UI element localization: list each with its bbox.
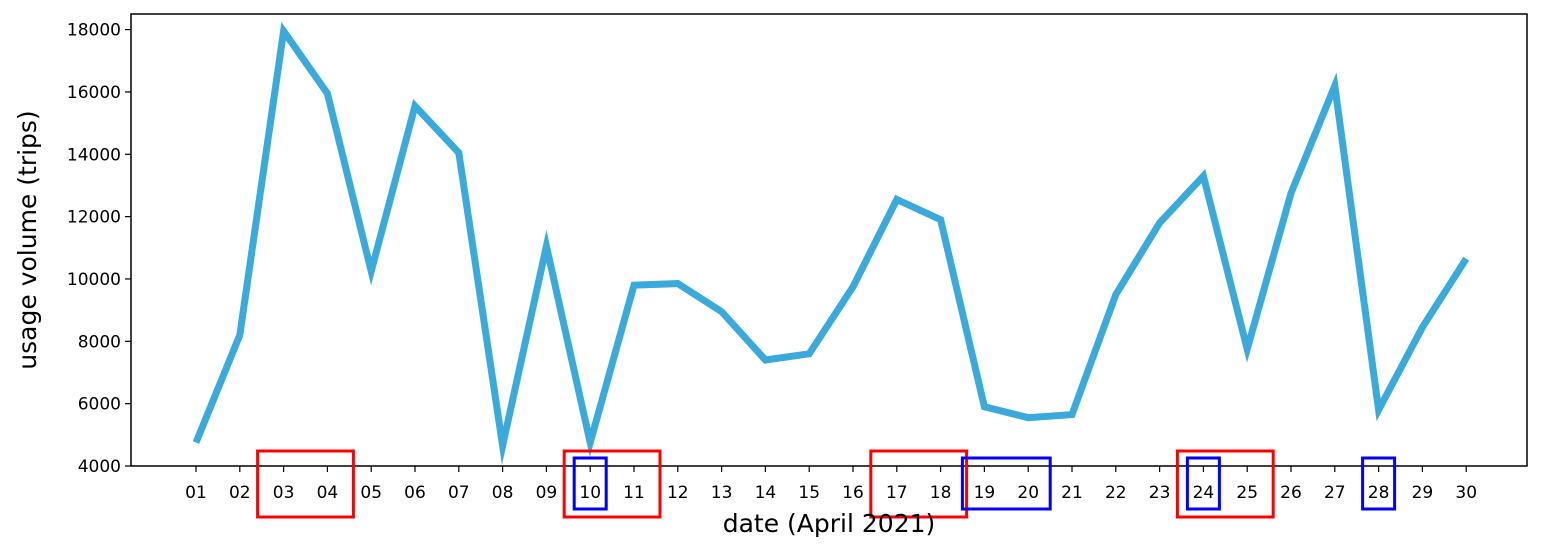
y-tick-label: 12000 xyxy=(67,208,121,228)
y-axis-title: usage volume (trips) xyxy=(13,110,42,369)
y-tick-label: 8000 xyxy=(78,332,121,352)
x-tick-label: 15 xyxy=(798,483,820,503)
x-tick-label: 08 xyxy=(492,483,514,503)
x-tick-label: 13 xyxy=(711,483,733,503)
highlight-box xyxy=(256,449,355,519)
x-tick-label: 04 xyxy=(317,483,339,503)
series-layer xyxy=(192,21,1470,465)
series-line xyxy=(192,21,1470,465)
highlight-box xyxy=(1185,456,1221,511)
x-tick-label: 03 xyxy=(273,483,295,503)
x-tick-label: 22 xyxy=(1105,483,1127,503)
highlight-layer xyxy=(256,449,1397,519)
x-tick-label: 28 xyxy=(1368,483,1390,503)
y-tick-label: 6000 xyxy=(78,395,121,415)
x-tick-label: 06 xyxy=(404,483,426,503)
x-axis: 01 02 03 04 05 06 07 08 09 10 11 12 13 14 15 16 17 18 19 20… xyxy=(185,466,1477,503)
x-tick-label: 20 xyxy=(1017,483,1039,503)
highlight-box xyxy=(1175,449,1275,519)
x-tick-label: 11 xyxy=(623,483,645,503)
x-tick-label: 01 xyxy=(185,483,207,503)
x-tick-label: 24 xyxy=(1193,483,1215,503)
x-tick-label: 16 xyxy=(842,483,864,503)
y-tick-label: 4000 xyxy=(78,457,121,477)
x-tick-label: 26 xyxy=(1280,483,1302,503)
x-tick-label: 14 xyxy=(755,483,777,503)
x-tick-label: 07 xyxy=(448,483,470,503)
highlight-box xyxy=(572,456,608,511)
x-tick-label: 27 xyxy=(1324,483,1346,503)
highlight-box xyxy=(960,456,1052,511)
plot-frame xyxy=(130,13,1528,467)
x-tick-label: 19 xyxy=(974,483,996,503)
y-tick-label: 18000 xyxy=(67,21,121,41)
x-tick-label: 25 xyxy=(1236,483,1258,503)
x-tick-label: 12 xyxy=(667,483,689,503)
y-tick-label: 16000 xyxy=(67,83,121,103)
highlight-box xyxy=(562,449,662,519)
y-axis: 4000 6000 8000 10000 12000 14000 16000 18000 xyxy=(67,21,131,477)
x-tick-label: 29 xyxy=(1412,483,1434,503)
y-tick-label: 14000 xyxy=(67,145,121,165)
x-tick-label: 09 xyxy=(536,483,558,503)
x-tick-label: 10 xyxy=(579,483,601,503)
highlight-box xyxy=(869,449,969,519)
x-tick-label: 18 xyxy=(930,483,952,503)
x-tick-label: 17 xyxy=(886,483,908,503)
x-axis-title: date (April 2021) xyxy=(723,509,936,538)
highlight-box xyxy=(1361,456,1397,511)
x-tick-label: 30 xyxy=(1455,483,1477,503)
x-tick-label: 05 xyxy=(360,483,382,503)
x-tick-label: 02 xyxy=(229,483,251,503)
y-tick-label: 10000 xyxy=(67,270,121,290)
x-tick-label: 21 xyxy=(1061,483,1083,503)
x-tick-label: 23 xyxy=(1149,483,1171,503)
